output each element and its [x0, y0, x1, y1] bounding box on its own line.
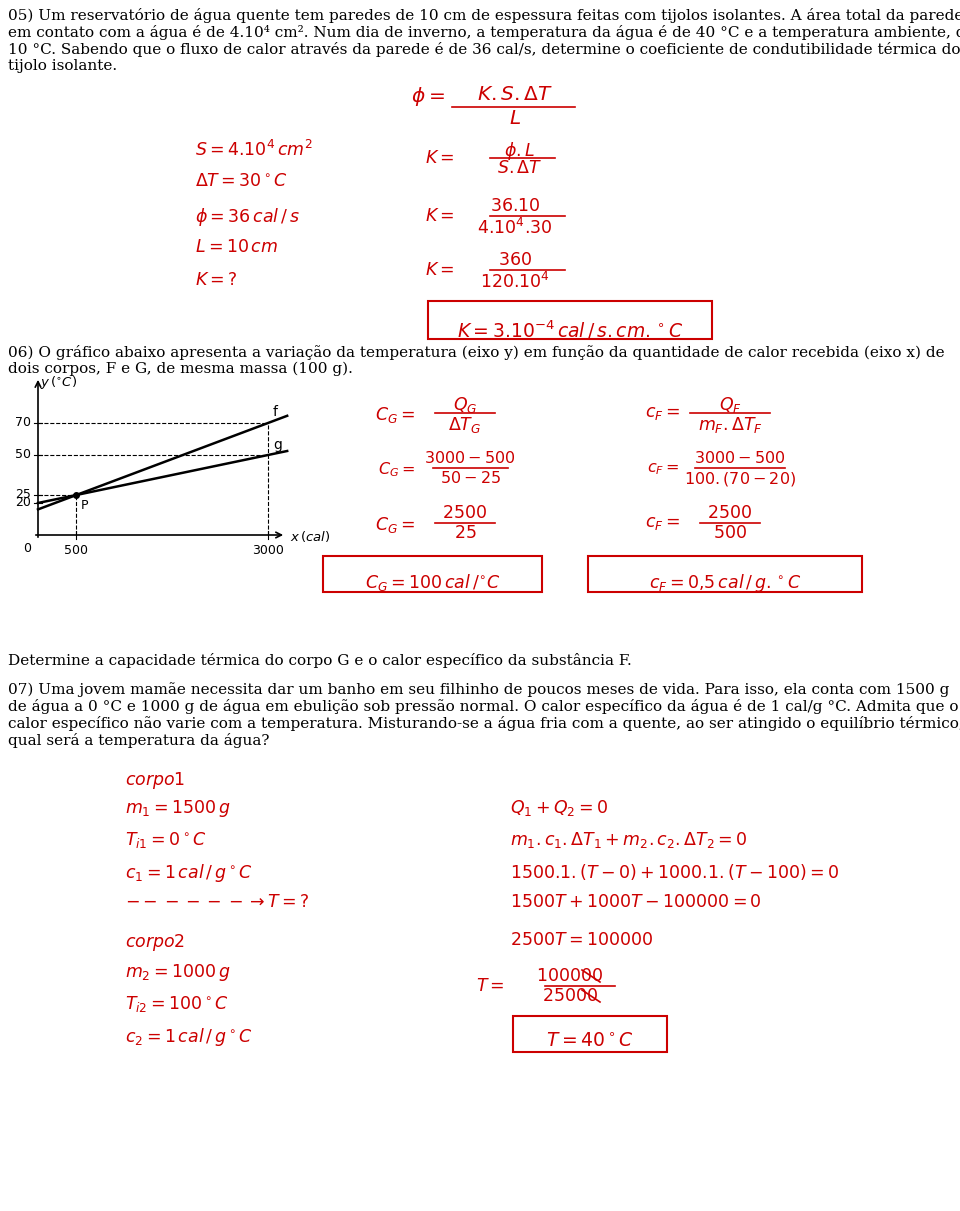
- Text: $T_{i1} = 0{^\circ}C$: $T_{i1} = 0{^\circ}C$: [125, 830, 206, 850]
- Text: $m_1 = 1500\,g$: $m_1 = 1500\,g$: [125, 798, 231, 819]
- Text: 3000: 3000: [252, 544, 284, 557]
- Text: $K =$: $K =$: [425, 262, 455, 279]
- Text: $C_G = 100\,cal\,/^{\circ}C$: $C_G = 100\,cal\,/^{\circ}C$: [365, 572, 500, 593]
- Text: 05) Um reservatório de água quente tem paredes de 10 cm de espessura feitas com : 05) Um reservatório de água quente tem p…: [8, 8, 960, 23]
- Text: $c_F =$: $c_F =$: [645, 515, 680, 532]
- Text: $\Delta T = 30{^\circ}C$: $\Delta T = 30{^\circ}C$: [195, 173, 288, 190]
- Text: $T_{i2} = 100{^\circ}C$: $T_{i2} = 100{^\circ}C$: [125, 994, 228, 1014]
- Text: $C_G =$: $C_G =$: [374, 404, 415, 425]
- Text: $100000$: $100000$: [537, 968, 604, 985]
- Text: $120.10^4$: $120.10^4$: [480, 272, 550, 292]
- Text: $25000$: $25000$: [542, 988, 598, 1005]
- Text: $L$: $L$: [509, 109, 521, 128]
- Text: $K = ?$: $K = ?$: [195, 272, 238, 289]
- Text: P: P: [81, 499, 87, 512]
- Text: $T = 40{^\circ}C$: $T = 40{^\circ}C$: [546, 1032, 634, 1050]
- Text: $C_G =$: $C_G =$: [378, 460, 415, 478]
- Text: $2500$: $2500$: [708, 505, 753, 522]
- Text: Determine a capacidade térmica do corpo G e o calor específico da substância F.: Determine a capacidade térmica do corpo …: [8, 653, 632, 668]
- Text: $1500T + 1000T - 100000 = 0$: $1500T + 1000T - 100000 = 0$: [510, 894, 762, 911]
- Text: $y\,(^{\circ}C)$: $y\,(^{\circ}C)$: [40, 374, 77, 391]
- Text: $T =$: $T =$: [476, 978, 505, 995]
- Text: tijolo isolante.: tijolo isolante.: [8, 59, 117, 73]
- Text: $K = 3.10^{-4}\,cal\,/\,s.cm.{^\circ}C$: $K = 3.10^{-4}\,cal\,/\,s.cm.{^\circ}C$: [457, 318, 684, 343]
- Text: $c_F =$: $c_F =$: [645, 404, 680, 421]
- Text: 50: 50: [15, 448, 31, 461]
- Text: 70: 70: [15, 417, 31, 430]
- Text: $100.(70 - 20)$: $100.(70 - 20)$: [684, 470, 796, 488]
- Text: 07) Uma jovem mamãe necessita dar um banho em seu filhinho de poucos meses de vi: 07) Uma jovem mamãe necessita dar um ban…: [8, 682, 949, 696]
- FancyBboxPatch shape: [428, 302, 712, 339]
- Text: $Q_1 + Q_2 = 0$: $Q_1 + Q_2 = 0$: [510, 798, 609, 817]
- Text: $m_F.\Delta T_F$: $m_F.\Delta T_F$: [698, 415, 762, 435]
- Text: 10 °C. Sabendo que o fluxo de calor através da parede é de 36 cal/s, determine o: 10 °C. Sabendo que o fluxo de calor atra…: [8, 42, 960, 57]
- Text: 0: 0: [23, 543, 31, 555]
- Text: $c_F = 0{,}5\,cal\,/\,g.{^\circ}C$: $c_F = 0{,}5\,cal\,/\,g.{^\circ}C$: [649, 572, 802, 595]
- Text: $1500.1.(T - 0) + 1000.1.(T - 100) = 0$: $1500.1.(T - 0) + 1000.1.(T - 100) = 0$: [510, 862, 839, 882]
- Text: $Q_G$: $Q_G$: [453, 395, 477, 415]
- Text: $corpo2$: $corpo2$: [125, 932, 185, 953]
- Text: qual será a temperatura da água?: qual será a temperatura da água?: [8, 733, 270, 748]
- Text: $c_F =$: $c_F =$: [647, 460, 680, 477]
- Text: de água a 0 °C e 1000 g de água em ebulição sob pressão normal. O calor específi: de água a 0 °C e 1000 g de água em ebuli…: [8, 699, 958, 714]
- Text: 06) O gráfico abaixo apresenta a variação da temperatura (eixo y) em função da q: 06) O gráfico abaixo apresenta a variaçã…: [8, 345, 945, 360]
- Text: $\phi = 36\,cal\,/\,s$: $\phi = 36\,cal\,/\,s$: [195, 206, 300, 228]
- Text: $\phi.L$: $\phi.L$: [505, 140, 536, 162]
- Text: $corpo1$: $corpo1$: [125, 770, 185, 791]
- Text: $2500T = 100000$: $2500T = 100000$: [510, 932, 654, 949]
- Text: $25$: $25$: [454, 526, 476, 543]
- Text: $500$: $500$: [713, 526, 747, 543]
- Text: em contato com a água é de 4.10⁴ cm². Num dia de inverno, a temperatura da água : em contato com a água é de 4.10⁴ cm². Nu…: [8, 25, 960, 40]
- Text: $50 - 25$: $50 - 25$: [440, 470, 500, 487]
- Text: $S.\Delta T$: $S.\Delta T$: [497, 160, 542, 177]
- Text: calor específico não varie com a temperatura. Misturando-se a água fria com a qu: calor específico não varie com a tempera…: [8, 716, 960, 731]
- Text: $c_2 = 1\,cal\,/\,g{^\circ}C$: $c_2 = 1\,cal\,/\,g{^\circ}C$: [125, 1026, 252, 1048]
- Text: f: f: [273, 404, 278, 419]
- Text: $2500$: $2500$: [443, 505, 488, 522]
- FancyBboxPatch shape: [513, 1016, 667, 1052]
- Text: 500: 500: [64, 544, 88, 557]
- Text: $\phi =$: $\phi =$: [411, 85, 445, 108]
- Text: $4.10^4.30$: $4.10^4.30$: [477, 218, 553, 239]
- Text: $S = 4.10^4\,cm^2$: $S = 4.10^4\,cm^2$: [195, 140, 313, 160]
- Text: $K =$: $K =$: [425, 208, 455, 225]
- Text: $K.S.\Delta T$: $K.S.\Delta T$: [477, 85, 553, 104]
- Text: dois corpos, F e G, de mesma massa (100 g).: dois corpos, F e G, de mesma massa (100 …: [8, 362, 353, 377]
- FancyBboxPatch shape: [323, 556, 542, 592]
- Text: $3000 - 500$: $3000 - 500$: [424, 450, 516, 467]
- Text: $C_G =$: $C_G =$: [374, 515, 415, 535]
- Text: $x\,(cal)$: $x\,(cal)$: [290, 529, 330, 545]
- Text: $3000 - 500$: $3000 - 500$: [694, 450, 786, 467]
- Text: 20: 20: [15, 497, 31, 510]
- Text: $\Delta T_G$: $\Delta T_G$: [448, 415, 482, 435]
- Text: g: g: [273, 438, 282, 452]
- Text: $------\rightarrow T = ?$: $------\rightarrow T = ?$: [125, 894, 309, 911]
- Text: $c_1 = 1\,cal\,/\,g{^\circ}C$: $c_1 = 1\,cal\,/\,g{^\circ}C$: [125, 862, 252, 884]
- FancyBboxPatch shape: [588, 556, 862, 592]
- Text: 25: 25: [15, 488, 31, 501]
- Text: $K =$: $K =$: [425, 150, 455, 167]
- Text: $m_1.c_1.\Delta T_1 + m_2.c_2.\Delta T_2 = 0$: $m_1.c_1.\Delta T_1 + m_2.c_2.\Delta T_2…: [510, 830, 748, 850]
- Text: $Q_F$: $Q_F$: [719, 395, 741, 415]
- Text: $360$: $360$: [498, 252, 532, 269]
- Text: $m_2 = 1000\,g$: $m_2 = 1000\,g$: [125, 962, 231, 983]
- Text: $36.10$: $36.10$: [490, 199, 540, 216]
- Text: $L = 10\,cm$: $L = 10\,cm$: [195, 239, 278, 256]
